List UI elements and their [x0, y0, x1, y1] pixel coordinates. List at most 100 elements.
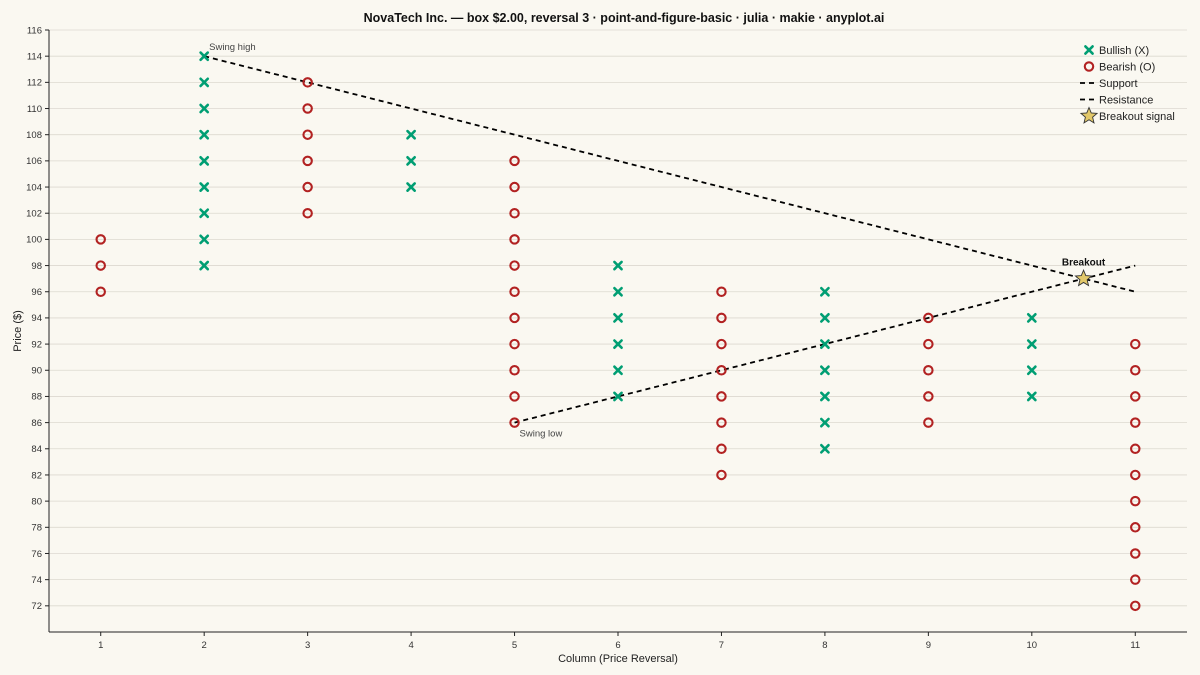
legend-label: Bullish (X) — [1099, 45, 1149, 57]
y-tick-label: 84 — [31, 444, 42, 455]
legend-item: Resistance — [1080, 95, 1153, 107]
x-mark — [613, 339, 623, 349]
x-mark — [199, 51, 210, 62]
o-mark — [302, 155, 313, 167]
y-tick-label: 86 — [31, 418, 42, 429]
trend-lines — [203, 55, 1136, 424]
x-mark — [199, 155, 210, 166]
o-mark — [95, 234, 106, 245]
o-mark — [923, 338, 934, 350]
y-tick-label: 100 — [26, 235, 42, 246]
x-mark — [199, 260, 210, 271]
o-mark — [923, 365, 934, 376]
x-mark — [199, 103, 210, 114]
legend: Bullish (X) Bearish (O) Support Resistance B… — [1079, 45, 1175, 124]
o-mark — [716, 417, 727, 428]
o-mark — [716, 312, 727, 324]
pnf-marks — [95, 51, 1141, 612]
x-mark — [406, 182, 416, 192]
o-mark — [1130, 443, 1141, 455]
y-tick-label: 108 — [26, 130, 42, 141]
y-tick-label: 112 — [27, 78, 42, 89]
swing-high-label: Swing high — [209, 42, 255, 53]
x-mark — [613, 260, 623, 271]
y-tick-label: 80 — [31, 496, 42, 507]
y-tick-label: 106 — [26, 156, 42, 167]
chart-title: NovaTech Inc. — box $2.00, reversal 3 · … — [364, 11, 885, 25]
o-mark — [95, 286, 106, 297]
o-mark — [923, 391, 934, 402]
breakout-label: Breakout — [1062, 258, 1106, 269]
breakout-star — [1074, 268, 1093, 287]
o-mark — [923, 417, 934, 428]
x-mark — [820, 286, 830, 297]
o-mark — [509, 207, 520, 219]
y-tick-label: 92 — [31, 339, 42, 350]
x-tick-label: 9 — [926, 640, 931, 651]
x-tick-label: 4 — [408, 640, 413, 651]
support-line — [514, 264, 1136, 424]
o-mark — [716, 338, 727, 350]
y-tick-label: 88 — [31, 392, 42, 403]
axes: 7274767880828486889092949698100102104106… — [26, 25, 1187, 651]
o-mark — [302, 77, 313, 88]
y-tick-label: 102 — [26, 209, 42, 220]
x-mark — [613, 365, 623, 376]
o-mark — [1130, 600, 1141, 612]
o-mark — [509, 417, 520, 428]
o-mark — [509, 181, 520, 193]
y-axis-label: Price ($) — [12, 310, 24, 352]
o-mark — [716, 443, 727, 455]
x-mark — [820, 339, 830, 349]
o-mark — [1130, 365, 1141, 376]
x-axis-label: Column (Price Reversal) — [558, 653, 678, 665]
x-mark — [1026, 365, 1037, 376]
x-mark — [1026, 339, 1037, 349]
x-mark — [613, 286, 623, 297]
x-mark — [406, 129, 416, 140]
legend-label: Breakout signal — [1099, 111, 1175, 123]
x-tick-label: 7 — [719, 640, 724, 651]
x-mark — [1026, 391, 1037, 402]
y-tick-label: 82 — [31, 470, 42, 481]
legend-x-icon — [1084, 45, 1094, 55]
x-mark — [1026, 313, 1037, 323]
y-tick-label: 110 — [27, 104, 42, 115]
o-mark — [716, 286, 727, 297]
y-tick-label: 74 — [31, 575, 42, 586]
x-mark — [820, 391, 830, 402]
x-tick-label: 6 — [615, 640, 620, 651]
o-mark — [302, 207, 313, 219]
x-tick-label: 3 — [305, 640, 310, 651]
legend-item: Bullish (X) — [1084, 45, 1149, 57]
o-mark — [1130, 574, 1141, 585]
o-mark — [509, 365, 520, 376]
o-mark — [1130, 548, 1141, 559]
o-mark — [1130, 495, 1141, 507]
legend-item: Support — [1080, 78, 1138, 90]
x-mark — [406, 155, 416, 166]
x-mark — [199, 182, 210, 192]
x-mark — [199, 208, 210, 219]
legend-star-icon — [1079, 106, 1099, 124]
o-mark — [1130, 417, 1141, 428]
x-tick-label: 5 — [512, 640, 517, 651]
legend-item: Bearish (O) — [1083, 61, 1155, 74]
o-mark — [302, 103, 313, 114]
o-mark — [509, 338, 520, 350]
legend-label: Resistance — [1099, 95, 1153, 107]
y-tick-label: 96 — [31, 287, 42, 298]
x-mark — [199, 77, 210, 88]
x-mark — [199, 129, 210, 140]
x-mark — [820, 313, 830, 323]
o-mark — [716, 365, 727, 376]
x-mark — [820, 443, 830, 454]
x-tick-label: 10 — [1027, 640, 1038, 651]
y-tick-label: 76 — [31, 549, 42, 560]
y-tick-label: 72 — [31, 601, 42, 612]
swing-low-label: Swing low — [520, 429, 563, 440]
x-tick-label: 2 — [202, 640, 207, 651]
y-tick-label: 114 — [27, 51, 42, 62]
